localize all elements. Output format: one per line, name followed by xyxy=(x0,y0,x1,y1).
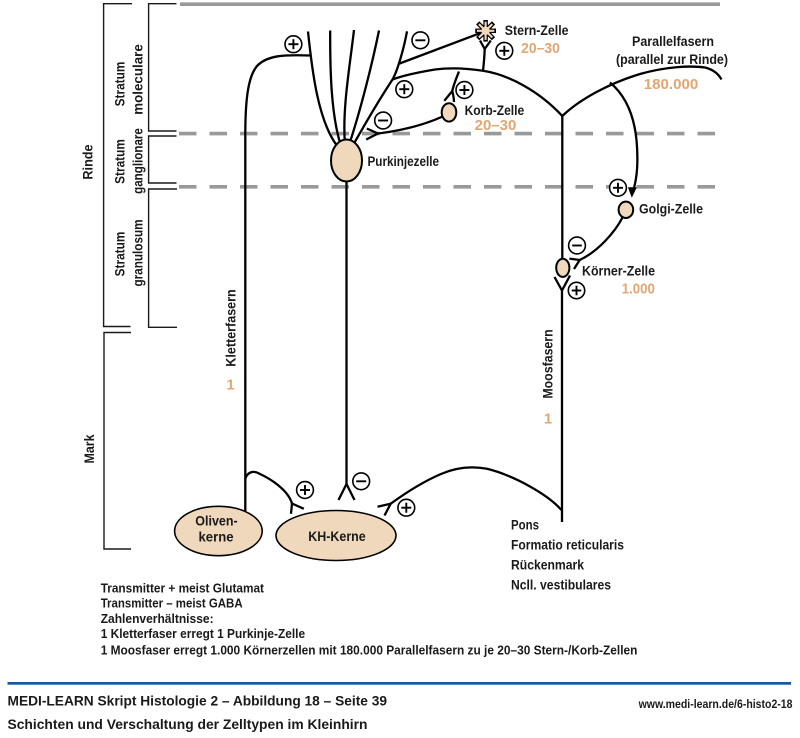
svg-text:Stratum: Stratum xyxy=(112,232,127,277)
svg-text:Parallelfasern: Parallelfasern xyxy=(632,34,714,49)
svg-text:Stratum: Stratum xyxy=(112,62,127,107)
svg-text:www.medi-learn.de/6-histo2-18: www.medi-learn.de/6-histo2-18 xyxy=(638,697,793,711)
svg-text:kerne: kerne xyxy=(199,529,234,544)
svg-text:Kletterfasern: Kletterfasern xyxy=(223,289,238,366)
svg-text:Korb-Zelle: Korb-Zelle xyxy=(465,103,525,118)
svg-text:20–30: 20–30 xyxy=(475,118,517,134)
svg-text:Purkinjezelle: Purkinjezelle xyxy=(368,154,440,169)
svg-text:Körner-Zelle: Körner-Zelle xyxy=(582,264,655,279)
svg-text:1 Kletterfaser erregt 1 Purkin: 1 Kletterfaser erregt 1 Purkinje-Zelle xyxy=(101,626,305,641)
svg-text:180.000: 180.000 xyxy=(644,77,699,93)
svg-text:1: 1 xyxy=(226,378,234,394)
svg-text:1.000: 1.000 xyxy=(622,281,655,297)
svg-text:Schichten und Verschaltung der: Schichten und Verschaltung der Zelltypen… xyxy=(8,716,368,732)
svg-text:Stratum: Stratum xyxy=(112,139,127,184)
svg-text:Stern-Zelle: Stern-Zelle xyxy=(505,23,569,38)
svg-text:Rinde: Rinde xyxy=(81,144,96,180)
svg-text:KH-Kerne: KH-Kerne xyxy=(308,529,366,544)
svg-text:Pons: Pons xyxy=(511,517,539,532)
svg-text:(parallel zur Rinde): (parallel zur Rinde) xyxy=(616,52,728,67)
svg-text:ganglionare: ganglionare xyxy=(131,128,146,194)
svg-text:Zahlenverhältnisse:: Zahlenverhältnisse: xyxy=(101,611,214,626)
svg-text:MEDI-LEARN Skript Histologie 2: MEDI-LEARN Skript Histologie 2 – Abbildu… xyxy=(8,693,388,709)
svg-text:Rückenmark: Rückenmark xyxy=(511,557,584,572)
svg-text:20–30: 20–30 xyxy=(521,41,560,57)
svg-text:Oliven-: Oliven- xyxy=(195,513,237,528)
svg-text:Ncll. vestibulares: Ncll. vestibulares xyxy=(511,577,611,592)
svg-text:moleculare: moleculare xyxy=(131,44,146,115)
svg-text:Formatio reticularis: Formatio reticularis xyxy=(511,537,624,552)
svg-text:Golgi-Zelle: Golgi-Zelle xyxy=(639,202,703,217)
svg-text:Moosfasern: Moosfasern xyxy=(541,329,556,398)
svg-text:Transmitter + meist Glutamat: Transmitter + meist Glutamat xyxy=(101,580,265,595)
svg-text:1 Moosfaser erregt 1.000 Körne: 1 Moosfaser erregt 1.000 Körnerzellen mi… xyxy=(101,643,638,658)
svg-text:1: 1 xyxy=(544,412,552,428)
svg-text:Transmitter – meist GABA: Transmitter – meist GABA xyxy=(101,596,243,611)
svg-text:granulosum: granulosum xyxy=(131,219,146,286)
svg-text:Mark: Mark xyxy=(82,434,97,464)
